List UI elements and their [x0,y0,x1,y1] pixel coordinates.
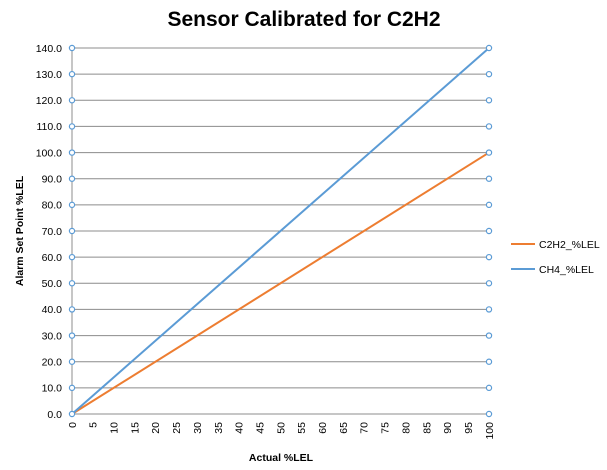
y-tick-label: 80.0 [42,200,63,212]
axis-marker-left [68,97,76,104]
x-tick-label: 15 [129,422,141,434]
x-tick-label: 30 [192,422,204,434]
axis-marker-left [68,253,76,261]
axis-marker-left [68,44,76,52]
x-tick-label: 60 [317,422,329,434]
legend: C2H2_%LEL CH4_%LEL [511,239,600,276]
x-tick-labels: 0 5 10 15 20 25 30 35 40 45 50 55 60 65 70 75 80 85 90 95 10… [67,422,496,440]
x-axis-title: Actual %LEL [249,452,314,464]
series-lines [71,47,490,415]
y-tick-label: 60.0 [42,252,63,264]
y-tick-label: 70.0 [42,226,63,238]
axis-marker-left [68,306,76,313]
axis-marker-left [68,175,76,182]
x-tick-label: 5 [88,422,100,428]
axis-marker-right [485,280,493,287]
x-tick-label: 95 [463,422,475,434]
axis-marker-right [485,70,493,78]
y-tick-label: 140.0 [36,43,62,55]
axis-marker-right [485,358,493,365]
x-tick-label: 0 [67,422,79,428]
axis-markers [68,44,493,418]
axis-marker-left [68,70,76,78]
axis-marker-left [68,332,76,339]
x-tick-label: 85 [421,422,433,434]
axis-marker-right [485,97,493,104]
series-line-ch4-lel [71,47,490,415]
series-line-c2h2-lel [71,151,490,415]
y-tick-labels: 0.0 10.0 20.0 30.0 40.0 50.0 60.0 70.0 80.0 90.0 1… [36,43,62,421]
y-tick-label: 40.0 [42,304,63,316]
x-tick-label: 10 [109,422,121,434]
axis-marker-right [485,227,493,235]
axis-marker-left [68,201,76,209]
y-tick-label: 30.0 [42,330,63,342]
axis-marker-left [68,123,76,130]
axis-marker-right [485,410,493,418]
x-tick-label: 90 [442,422,454,434]
x-tick-label: 25 [171,422,183,434]
x-tick-label: 50 [275,422,287,434]
axis-marker-right [485,123,493,130]
axis-marker-left [68,149,76,156]
y-tick-label: 10.0 [42,383,63,395]
axis-marker-right [485,175,493,182]
y-tick-label: 130.0 [36,69,62,81]
axis-marker-right [485,306,493,313]
axis-marker-left [68,410,76,418]
legend-label: CH4_%LEL [539,264,594,276]
y-tick-label: 100.0 [36,147,62,159]
axis-marker-right [485,149,493,156]
axis-marker-right [485,384,493,392]
y-tick-label: 20.0 [42,357,63,369]
axis-marker-right [485,44,493,52]
y-axis-title: Alarm Set Point %LEL [14,175,26,286]
y-tick-label: 120.0 [36,95,62,107]
axis-marker-left [68,227,76,235]
chart-title: Sensor Calibrated for C2H2 [167,8,440,31]
x-tick-label: 100 [484,422,496,440]
axis-marker-left [68,358,76,365]
x-tick-label: 40 [234,422,246,434]
legend-label: C2H2_%LEL [539,239,600,251]
x-tick-label: 20 [150,422,162,434]
axis-marker-left [68,280,76,287]
axis-marker-right [485,201,493,209]
x-tick-label: 45 [254,422,266,434]
x-tick-label: 65 [338,422,350,434]
axis-marker-left [68,384,76,392]
x-tick-label: 35 [213,422,225,434]
x-tick-label: 70 [359,422,371,434]
x-tick-label: 75 [380,422,392,434]
y-tick-label: 50.0 [42,278,63,290]
axis-marker-right [485,332,493,339]
y-tick-label: 90.0 [42,174,63,186]
axis-marker-right [485,253,493,261]
x-tick-label: 55 [296,422,308,434]
x-tick-label: 80 [400,422,412,434]
y-tick-label: 0.0 [47,409,62,421]
y-tick-label: 110.0 [37,121,63,133]
